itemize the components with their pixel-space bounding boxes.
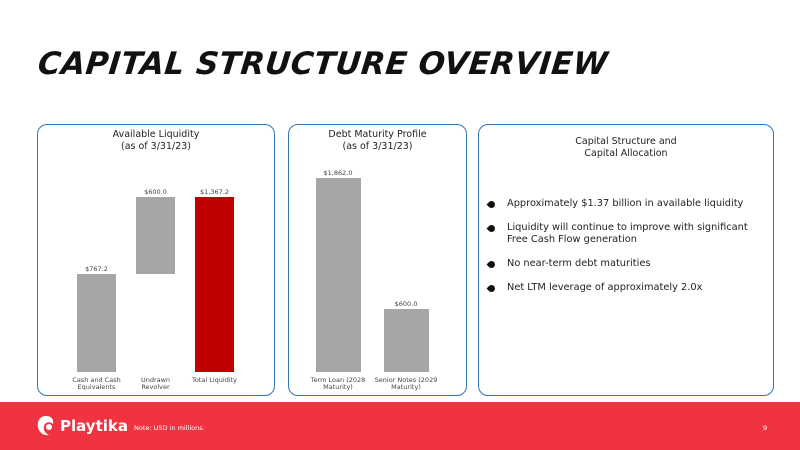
value-label: $600.0: [394, 300, 418, 309]
bar: [383, 309, 429, 372]
bullet: No near-term debt maturities: [486, 258, 766, 270]
footer: Playtika Note: USD in millions. 9: [0, 402, 800, 450]
chart-subtitle: (as of 3/31/23): [120, 141, 191, 152]
panel: Capital Structure and Capital Allocation: [478, 124, 774, 396]
chart-title: Debt Maturity Profile: [328, 129, 427, 140]
slide-title: CAPITAL STRUCTURE OVERVIEW: [36, 46, 610, 82]
bullet: Liquidity will continue to improve with …: [486, 222, 766, 246]
category-label: Undrawn Revolver: [140, 376, 171, 391]
bar: [77, 273, 116, 372]
brand: Playtika: [60, 417, 128, 435]
category-label: Term Loan (2028 Maturity): [310, 376, 366, 391]
logo-icon: [37, 416, 54, 436]
category-label: Senior Notes (2029 Maturity): [374, 376, 438, 391]
bullet: Net LTM leverage of approximately 2.0x: [486, 282, 766, 294]
bullet-list: Approximately $1.37 billion in available…: [486, 198, 766, 306]
chart-title: Available Liquidity: [112, 129, 200, 140]
page-number: 9: [763, 424, 768, 432]
chart-subtitle: (as of 3/31/23): [342, 141, 413, 152]
bar: [315, 178, 361, 372]
note: Note: USD in millions.: [134, 424, 205, 432]
value-label: $600.0: [144, 188, 167, 196]
value-label: $1,862.0: [323, 169, 353, 177]
value-label: $1,367.2: [200, 188, 229, 196]
panel-title: Capital Structure and Capital Allocation: [575, 136, 677, 159]
bar: [136, 197, 175, 274]
panel: [288, 124, 467, 396]
bar: [195, 197, 234, 372]
value-label: $767.2: [85, 264, 108, 273]
bullet: Approximately $1.37 billion in available…: [486, 198, 766, 210]
category-label: Total Liquidity: [191, 376, 238, 384]
panel: [37, 124, 275, 396]
category-label: Cash and Cash Equivalents: [72, 376, 121, 391]
